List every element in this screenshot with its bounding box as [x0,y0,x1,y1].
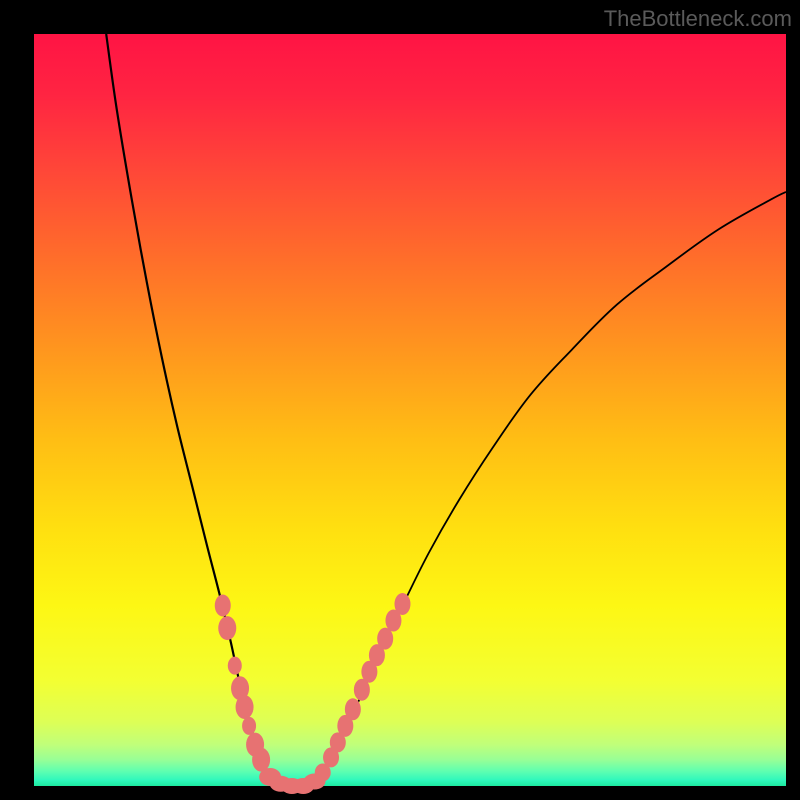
scatter-marker [394,593,410,615]
scatter-marker [228,657,242,675]
scatter-marker [242,717,256,735]
scatter-marker [252,748,270,772]
chart-svg [0,0,800,800]
scatter-marker [218,616,236,640]
figure-root: TheBottleneck.com [0,0,800,800]
scatter-marker [236,695,254,719]
scatter-marker [215,595,231,617]
watermark-text: TheBottleneck.com [604,6,792,32]
scatter-marker [345,698,361,720]
plot-background [34,34,786,786]
